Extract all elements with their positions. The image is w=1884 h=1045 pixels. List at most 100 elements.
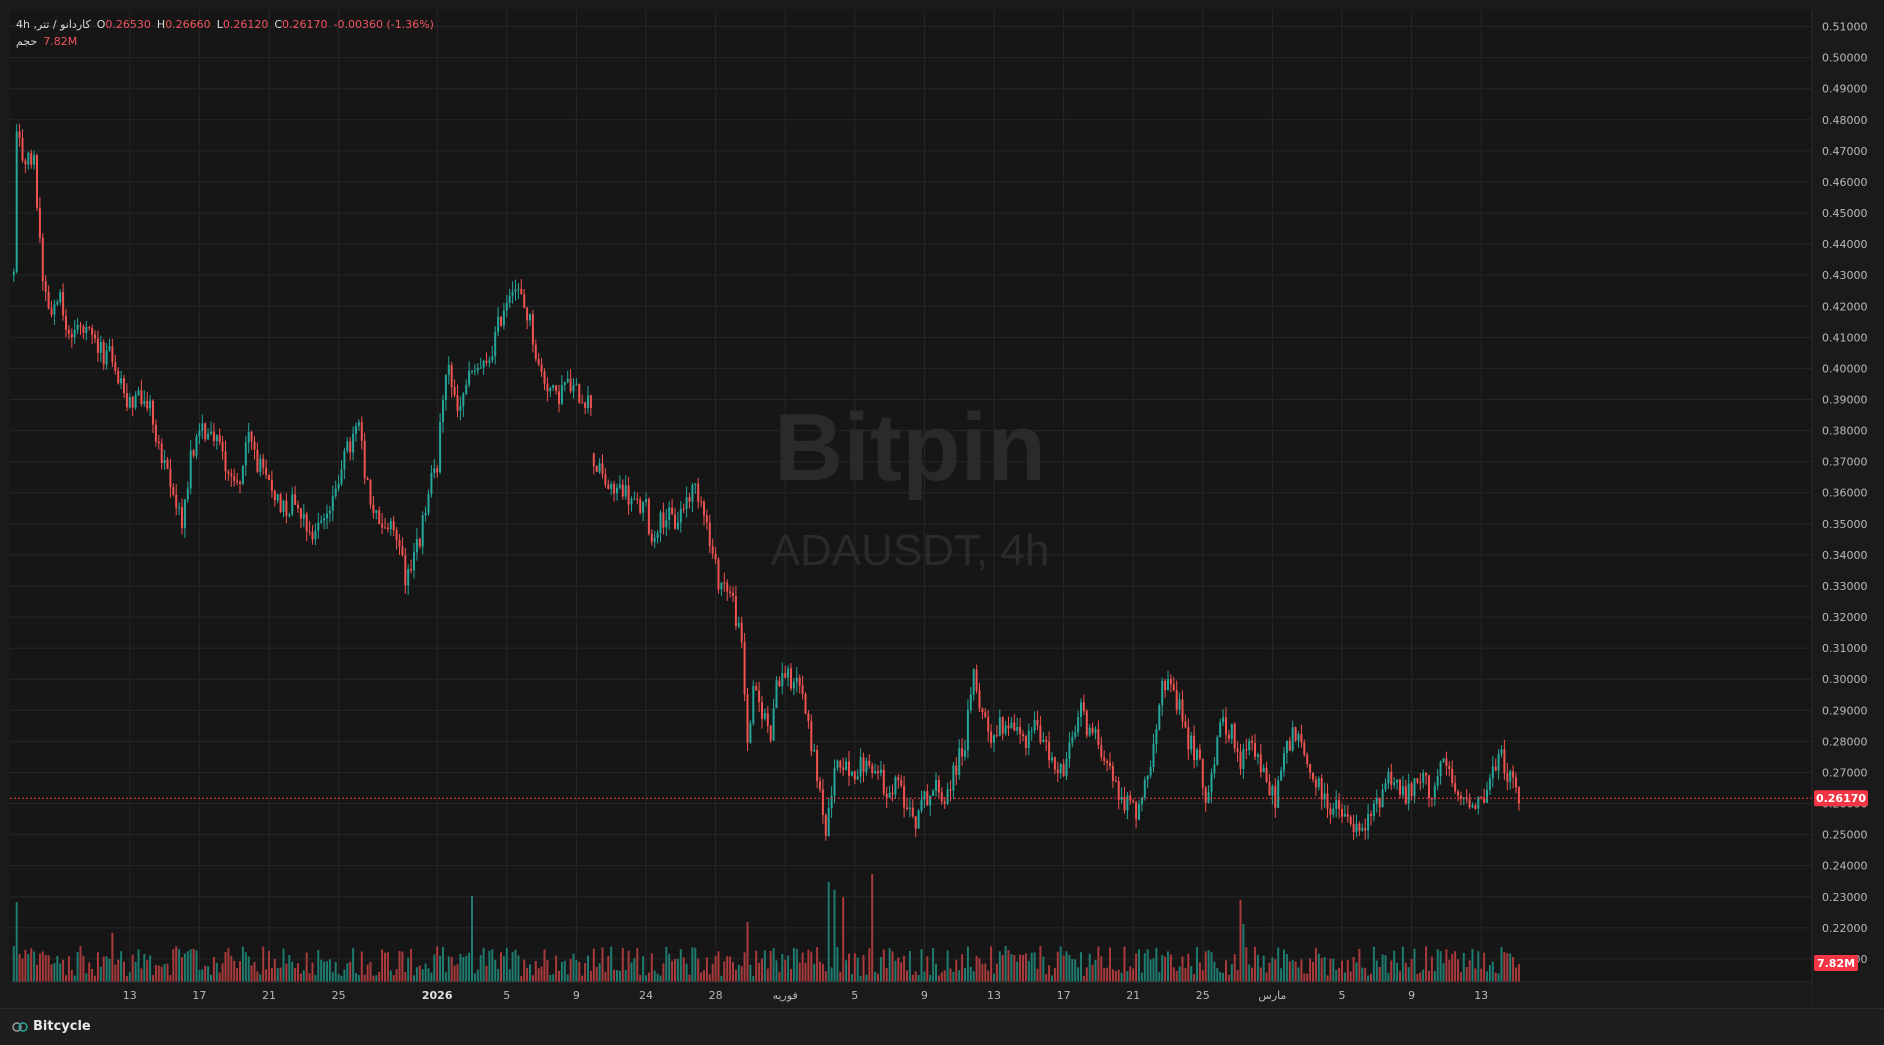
price-tick-label: 0.42000 bbox=[1822, 300, 1868, 313]
candle-body bbox=[15, 131, 18, 272]
candle-body bbox=[526, 307, 529, 321]
symbol-title[interactable]: کاردانو / تتر, 4h bbox=[16, 18, 91, 31]
volume-bar bbox=[1123, 946, 1126, 982]
price-axis-bg bbox=[1812, 10, 1884, 1008]
candle-body bbox=[560, 384, 563, 404]
candle-body bbox=[204, 423, 207, 440]
volume-bar bbox=[929, 974, 932, 982]
time-tick-label: 5 bbox=[1339, 989, 1346, 1002]
time-tick-label: 17 bbox=[1057, 989, 1071, 1002]
candle-body bbox=[360, 422, 363, 441]
volume-bar bbox=[1036, 968, 1039, 982]
candle-body bbox=[1027, 730, 1030, 748]
bitcycle-logo-icon bbox=[12, 1021, 28, 1032]
volume-bar bbox=[1477, 951, 1480, 982]
volume-bar bbox=[131, 954, 134, 982]
candle-body bbox=[566, 378, 569, 382]
volume-bar bbox=[1056, 951, 1059, 982]
volume-bar bbox=[853, 952, 856, 982]
volume-bar bbox=[1196, 947, 1198, 982]
volume-bar bbox=[221, 963, 224, 982]
volume-bar bbox=[558, 970, 560, 982]
volume-bar bbox=[720, 975, 723, 982]
candle-body bbox=[923, 791, 926, 800]
volume-label[interactable]: حجم bbox=[16, 35, 38, 48]
candle-body bbox=[276, 494, 279, 501]
price-tick-label: 0.43000 bbox=[1822, 269, 1868, 282]
volume-bar bbox=[326, 961, 328, 982]
volume-bar bbox=[337, 973, 340, 982]
time-tick-label: 13 bbox=[123, 989, 137, 1002]
volume-bar bbox=[384, 952, 386, 982]
candle-body bbox=[1341, 809, 1343, 817]
volume-bar bbox=[653, 970, 656, 982]
price-axis[interactable]: 0.210000.220000.230000.240000.250000.260… bbox=[1822, 21, 1868, 966]
candle-body bbox=[766, 713, 769, 726]
candle-body bbox=[117, 370, 120, 384]
price-chart[interactable]: Bitpin ADAUSDT, 4h 0.210000.220000.23000… bbox=[0, 0, 1884, 1008]
candle-body bbox=[273, 490, 276, 501]
candle-body bbox=[401, 546, 404, 556]
volume-bar bbox=[53, 963, 56, 982]
candle-body bbox=[613, 484, 616, 494]
volume-bar bbox=[210, 974, 212, 982]
candle-body bbox=[1259, 754, 1262, 773]
candle-body bbox=[572, 385, 575, 392]
volume-bar bbox=[1262, 955, 1265, 982]
candle-body bbox=[247, 431, 250, 443]
volume-bar bbox=[33, 951, 36, 982]
volume-bar bbox=[392, 975, 395, 982]
candle-body bbox=[665, 519, 668, 528]
volume-bar bbox=[1135, 953, 1138, 982]
candle-body bbox=[1358, 823, 1361, 831]
candle-body bbox=[152, 400, 154, 425]
candle-body bbox=[607, 484, 610, 489]
candle-body bbox=[894, 777, 897, 795]
volume-bar bbox=[302, 970, 305, 982]
candle-body bbox=[1512, 771, 1515, 778]
volume-bar bbox=[1225, 960, 1227, 982]
volume-bar bbox=[734, 969, 737, 982]
volume-bar bbox=[108, 958, 111, 982]
price-tick-label: 0.40000 bbox=[1822, 362, 1868, 375]
time-tick-label: 28 bbox=[709, 989, 723, 1002]
volume-bar bbox=[1317, 953, 1320, 982]
volume-bar bbox=[1399, 971, 1401, 982]
candle-body bbox=[981, 708, 984, 713]
candle-body bbox=[969, 694, 972, 710]
candle-body bbox=[778, 680, 781, 687]
volume-bar bbox=[366, 964, 369, 982]
candle-body bbox=[732, 593, 734, 596]
volume-bar bbox=[1404, 962, 1407, 982]
candle-body bbox=[842, 767, 845, 771]
candle-body bbox=[386, 527, 389, 530]
candle-body bbox=[543, 371, 546, 384]
candle-body bbox=[1196, 749, 1198, 761]
volume-bar bbox=[1349, 971, 1352, 982]
volume-bar bbox=[1265, 972, 1268, 982]
candle-body bbox=[908, 807, 911, 809]
volume-bar bbox=[1053, 968, 1056, 982]
volume-bar bbox=[824, 971, 827, 982]
candle-body bbox=[430, 472, 433, 495]
volume-bar bbox=[987, 970, 990, 982]
candle-body bbox=[201, 423, 204, 431]
volume-bar bbox=[427, 968, 430, 982]
candle-body bbox=[589, 395, 592, 409]
volume-bar bbox=[1465, 967, 1468, 982]
candle-body bbox=[1251, 740, 1254, 743]
volume-bar bbox=[285, 963, 288, 982]
volume-bar bbox=[964, 967, 966, 982]
candle-body bbox=[1126, 795, 1129, 811]
volume-bar bbox=[18, 953, 21, 982]
footer-brand[interactable]: Bitcycle bbox=[12, 1019, 91, 1034]
volume-bar bbox=[897, 957, 900, 982]
time-tick-label: 13 bbox=[987, 989, 1001, 1002]
candle-body bbox=[12, 271, 15, 276]
candle-body bbox=[357, 422, 360, 426]
candle-body bbox=[645, 499, 647, 503]
candle-body bbox=[978, 690, 981, 709]
time-axis[interactable]: 13 17 21 25 2026 5 9 24 28 فوریه 5 9 13 17 21 25 مارس 5 9 1… bbox=[123, 989, 1488, 1002]
volume-bar bbox=[230, 955, 233, 982]
volume-bar bbox=[50, 964, 53, 982]
